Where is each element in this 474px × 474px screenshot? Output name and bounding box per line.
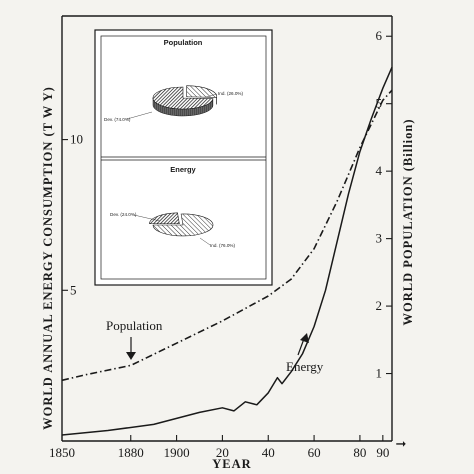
energy-pie-slice — [152, 213, 214, 237]
right-y-tick-label: 2 — [376, 298, 383, 313]
pie-inset: Population Energy Ind. (26.0%) Dev. (74.… — [94, 29, 273, 286]
energy-pie-leader-dev — [133, 214, 161, 222]
energy-pie-leader-ind — [199, 237, 211, 246]
right-y-tick-label: 3 — [376, 231, 383, 246]
right-y-tick-label: 1 — [376, 366, 383, 381]
right-y-tick-label: 5 — [376, 96, 383, 111]
right-axis-title: WORLD POPULATION (Billion) — [401, 118, 415, 325]
population-pie-leader-ind — [205, 93, 218, 98]
energy-series-line — [61, 66, 393, 436]
energy-pie-label-ind: Ind. (76.0%) — [210, 243, 235, 248]
inset-inner-frame — [100, 35, 267, 280]
right-y-tick-label: 6 — [376, 28, 383, 43]
population-annotation: Population — [106, 318, 163, 333]
left-axis-title: WORLD ANNUAL ENERGY CONSUMPTION (T W Y) — [41, 86, 55, 430]
right-y-tick-label: 4 — [376, 163, 383, 178]
x-tick-label: 60 — [308, 445, 321, 460]
energy-pie-slice — [149, 212, 180, 225]
x-axis-title: YEAR — [212, 457, 251, 471]
x-tick-label: 1900 — [164, 445, 190, 460]
x-tick-label: 90 — [376, 445, 389, 460]
population-pie-leader-dev — [126, 111, 153, 120]
x-tick-label: 20 — [216, 445, 229, 460]
x-tick-label: 40 — [262, 445, 275, 460]
population-series-line — [61, 89, 393, 382]
population-pie-slice — [186, 85, 217, 98]
population-pie-title: Population — [164, 38, 203, 47]
energy-pie-title: Energy — [170, 165, 196, 174]
left-y-tick-label: 10 — [70, 132, 83, 147]
population-annotation-arrowhead — [126, 352, 136, 360]
energy-pie-label-dev: Dev. (24.0%) — [110, 212, 137, 217]
population-pie-label-ind: Ind. (26.0%) — [218, 91, 243, 96]
left-y-tick-label: 5 — [70, 282, 77, 297]
x-tick-label: 1880 — [118, 445, 144, 460]
population-pie-slice — [152, 86, 214, 110]
population-pie-label-dev: Dev. (74.0%) — [104, 117, 131, 122]
inset-outer-frame — [94, 29, 273, 286]
x-tick-label: 1850 — [49, 445, 75, 460]
x-tick-label: 80 — [353, 445, 366, 460]
energy-annotation: Energy — [286, 359, 324, 374]
x-axis-arrow: ➞ — [396, 436, 407, 451]
energy-annotation-arrowhead — [300, 333, 309, 343]
